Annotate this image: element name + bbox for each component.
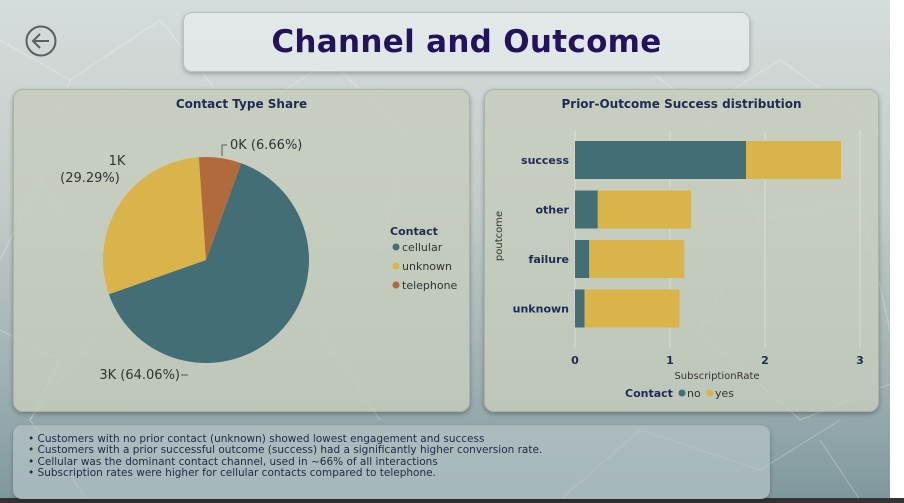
bar-legend-item-yes[interactable]: yes	[706, 387, 735, 400]
pie-label-cellular: 3K (64.06%)	[99, 368, 180, 383]
bar-chart-title: Prior-Outcome Success distribution	[561, 97, 802, 111]
insight-item: Cellular was the dominant contact channe…	[28, 456, 769, 468]
pie-legend-item-cellular[interactable]: cellular	[392, 241, 443, 254]
bar-legend-title: Contact	[625, 387, 673, 400]
pie-legend-item-telephone[interactable]: telephone	[392, 279, 458, 292]
pie-chart: 0K (6.66%) 1K (29.29%) 3K (64.06%) Conta…	[60, 138, 458, 383]
legend-marker-no	[678, 389, 686, 397]
bar-success-yes[interactable]	[746, 141, 841, 179]
bar-other-yes[interactable]	[597, 190, 691, 229]
pie-leader-telephone	[221, 144, 227, 156]
bar-y-axis-label: poutcome	[494, 211, 505, 261]
page-title: Channel and Outcome	[271, 24, 662, 60]
legend-label-telephone: telephone	[402, 279, 458, 292]
bar-chart: success other failure unknown 0 1 2 3 Subscrip…	[494, 130, 864, 400]
pie-legend-item-unknown[interactable]: unknown	[392, 260, 453, 273]
arrow-left-icon	[25, 25, 57, 57]
legend-marker-telephone	[392, 281, 400, 289]
legend-label-no: no	[687, 387, 701, 400]
pie-label-unknown-percent: (29.29%)	[60, 171, 120, 186]
bar-unknown-no[interactable]	[575, 289, 585, 328]
bar-x-axis-label: SubscriptionRate	[674, 371, 759, 382]
legend-label-cellular: cellular	[402, 241, 443, 254]
bar-category-label-failure: failure	[529, 253, 569, 266]
contact-type-share-card: Contact Type Share 0K (6.66%) 1K (29.29%…	[13, 89, 470, 412]
legend-label-yes: yes	[715, 387, 734, 400]
window-right-edge	[890, 0, 904, 503]
bar-unknown-yes[interactable]	[584, 289, 680, 328]
bar-x-tick-label: 2	[761, 354, 769, 367]
insight-item: Customers with no prior contact (unknown…	[28, 433, 769, 445]
bar-category-label-success: success	[521, 154, 569, 167]
pie-label-unknown-count: 1K	[109, 154, 126, 169]
pie-slice-unknown[interactable]	[103, 157, 206, 295]
bar-x-tick-label: 1	[666, 354, 674, 367]
bar-x-tick-label: 3	[856, 354, 864, 367]
bar-category-label-unknown: unknown	[513, 303, 569, 316]
pie-slice-telephone[interactable]	[198, 157, 242, 260]
pie-slice-cellular[interactable]	[108, 163, 309, 363]
page-title-box: Channel and Outcome	[183, 12, 750, 72]
legend-marker-yes	[706, 389, 714, 397]
pie-legend-title: Contact	[390, 225, 438, 238]
prior-outcome-card: Prior-Outcome Success distribution succe…	[484, 89, 879, 412]
bar-failure-yes[interactable]	[589, 240, 685, 278]
bar-other-no[interactable]	[575, 190, 598, 229]
insights-list: Customers with no prior contact (unknown…	[14, 426, 769, 480]
insight-item: Subscription rates were higher for cellu…	[28, 467, 769, 479]
pie-chart-title: Contact Type Share	[175, 97, 308, 111]
back-button[interactable]	[25, 25, 57, 57]
legend-marker-cellular	[392, 243, 400, 251]
bar-x-tick-label: 0	[571, 354, 579, 367]
bar-legend-item-no[interactable]: no	[678, 387, 701, 400]
insight-item: Customers with a prior successful outcom…	[28, 444, 769, 456]
legend-marker-unknown	[392, 262, 400, 270]
window-bottom-edge	[0, 498, 904, 503]
insights-notes: Customers with no prior contact (unknown…	[13, 425, 770, 499]
legend-label-unknown: unknown	[402, 260, 452, 273]
bar-category-label-other: other	[535, 204, 569, 217]
bar-success-no[interactable]	[575, 141, 746, 179]
pie-label-telephone: 0K (6.66%)	[230, 138, 302, 153]
bar-failure-no[interactable]	[575, 240, 590, 278]
